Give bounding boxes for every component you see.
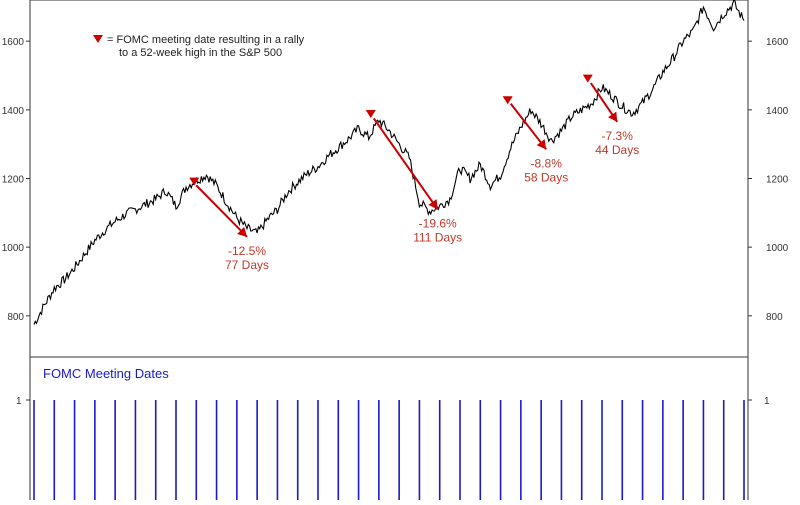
arrowhead-icon [237, 226, 247, 237]
decline-arrow-line [509, 103, 548, 150]
fomc-meeting-bars [26, 399, 752, 500]
y-tick-label: 1200 [766, 175, 789, 186]
fomc-dates-panel: FOMC Meeting Dates 1 1 [16, 356, 770, 500]
right-y-axis: 1600 1400 1200 1000 800 [748, 37, 789, 323]
decline-days-label: 44 Days [595, 143, 639, 157]
decline-percent-label: -7.3% [602, 129, 634, 143]
y-tick-label: 1000 [766, 243, 789, 254]
fomc-marker-icon [189, 177, 200, 186]
decline-arrow-line [372, 117, 439, 210]
y-tick-label: 800 [766, 312, 783, 323]
decline-days-label: 77 Days [225, 258, 269, 272]
y-tick-label: 1600 [766, 37, 789, 48]
fomc-marker-icon [365, 109, 376, 118]
fomc-markers [189, 74, 593, 186]
sp500-price-line [33, 0, 745, 325]
y-tick-label: 1200 [2, 175, 25, 186]
decline-days-label: 111 Days [413, 230, 462, 244]
legend-line1: = FOMC meeting date resulting in a rally [107, 34, 305, 46]
decline-percent-label: -19.6% [419, 216, 457, 230]
fomc-marker-icon [502, 96, 513, 105]
decline-arrow-line [195, 184, 248, 238]
decline-percent-label: -8.8% [531, 156, 563, 170]
bottom-tick-left: 1 [16, 396, 22, 407]
decline-percent-label: -12.5% [228, 244, 266, 258]
y-tick-label: 800 [7, 312, 24, 323]
down-triangle-icon [93, 35, 103, 43]
y-tick-label: 1000 [2, 243, 25, 254]
arrowhead-icon [608, 111, 618, 122]
bottom-tick-right: 1 [764, 396, 770, 407]
legend: = FOMC meeting date resulting in a rally… [93, 34, 305, 59]
decline-days-label: 58 Days [524, 170, 568, 184]
legend-line2: to a 52-week high in the S&P 500 [119, 47, 282, 59]
arrowhead-icon [428, 199, 438, 210]
fomc-marker-icon [582, 74, 593, 83]
y-tick-label: 1400 [2, 106, 25, 117]
bottom-panel-title: FOMC Meeting Dates [43, 366, 169, 381]
y-tick-label: 1400 [766, 106, 789, 117]
decline-arrows: -12.5%77 Days -19.6%111 Days -8.8%58 Days -… [195, 82, 639, 272]
arrowhead-icon [536, 139, 547, 150]
left-y-axis: 1600 1400 1200 1000 800 [2, 37, 30, 323]
y-tick-label: 1600 [2, 37, 25, 48]
